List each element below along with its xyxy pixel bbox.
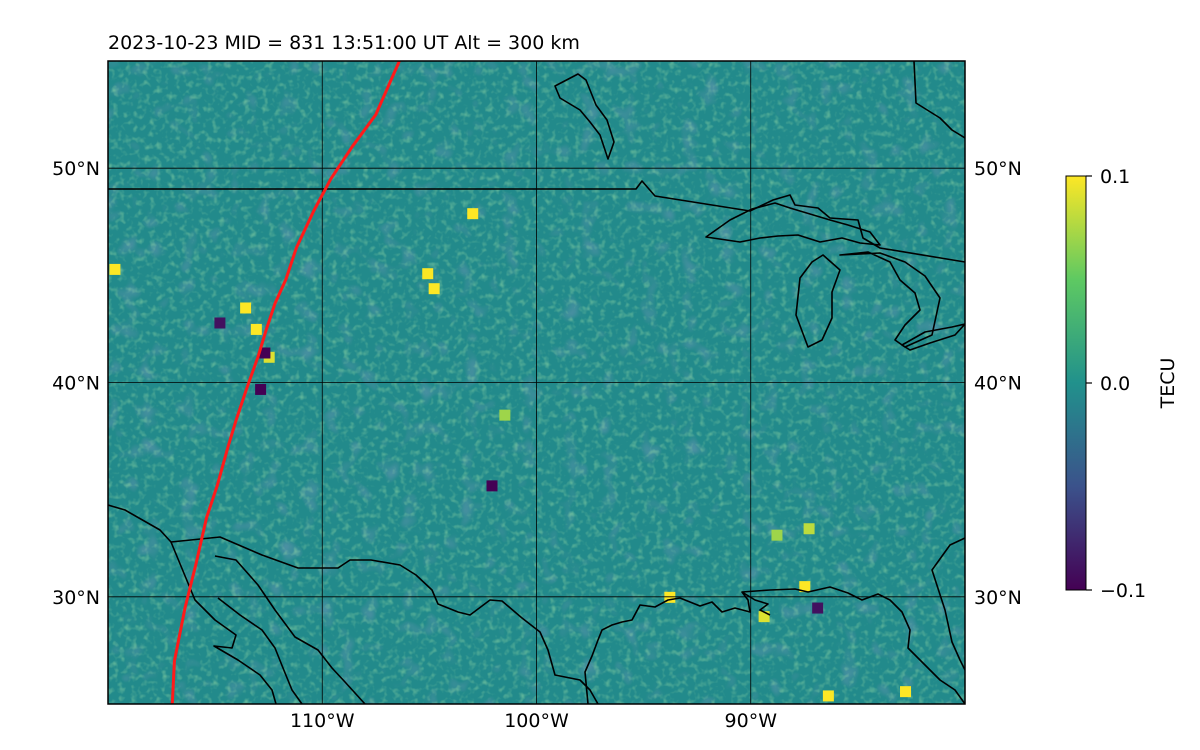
us-canada-border bbox=[108, 180, 965, 263]
tec-hotspot-14 bbox=[758, 611, 770, 623]
latitude-label-right: 30°N bbox=[974, 587, 1022, 609]
florida-coast bbox=[931, 537, 965, 671]
colorbar: 0.1 0.0 −0.1 TECU bbox=[1065, 166, 1179, 602]
tec-hotspot-9 bbox=[486, 480, 498, 492]
latitude-label-right: 40°N bbox=[974, 373, 1022, 395]
latitude-label-left: 30°N bbox=[52, 587, 100, 609]
baja-peninsula bbox=[214, 555, 366, 704]
coastlines-borders bbox=[108, 61, 965, 704]
latitude-labels: 50°N 50°N 40°N 40°N 30°N 30°N bbox=[52, 158, 1022, 609]
map-frame bbox=[107, 60, 966, 705]
mexico-border bbox=[108, 504, 599, 704]
tec-hotspot-19 bbox=[803, 523, 815, 535]
tec-hotspot-16 bbox=[822, 690, 834, 702]
hudson-bay-coast bbox=[913, 61, 965, 139]
baja-gulf-coast bbox=[170, 541, 277, 704]
tec-hotspot-0 bbox=[467, 208, 479, 220]
latitude-label-right: 50°N bbox=[974, 158, 1022, 180]
longitude-label: 110°W bbox=[290, 710, 355, 732]
gulf-coast bbox=[584, 586, 965, 704]
tec-hotspot-1 bbox=[422, 268, 434, 280]
tec-hotspot-3 bbox=[240, 302, 252, 314]
latitude-label-left: 40°N bbox=[52, 373, 100, 395]
tec-hotspot-6 bbox=[255, 383, 267, 395]
tec-hotspot-17 bbox=[499, 409, 511, 421]
lake-erie bbox=[901, 323, 965, 351]
tec-hotspot-8 bbox=[214, 317, 226, 329]
longitude-label: 100°W bbox=[504, 710, 569, 732]
tec-hotspot-4 bbox=[250, 323, 262, 335]
lake-winnipeg bbox=[554, 73, 615, 160]
baja-inner-coast bbox=[217, 597, 303, 704]
tec-hotspots bbox=[109, 208, 912, 702]
colorbar-gradient bbox=[1065, 175, 1087, 591]
lake-michigan bbox=[795, 254, 841, 348]
lake-huron bbox=[839, 251, 941, 348]
tec-map-area bbox=[108, 61, 965, 704]
satellite-track bbox=[170, 61, 401, 704]
colorbar-tick-label: 0.1 bbox=[1100, 166, 1130, 188]
colorbar-tick-label: 0.0 bbox=[1100, 373, 1130, 395]
tec-hotspot-11 bbox=[664, 591, 676, 603]
colorbar-ticks: 0.1 0.0 −0.1 bbox=[1086, 166, 1146, 602]
mississippi-delta bbox=[741, 591, 771, 616]
tec-hotspot-2 bbox=[428, 283, 440, 295]
latitude-label-left: 50°N bbox=[52, 158, 100, 180]
map-title: 2023-10-23 MID = 831 13:51:00 UT Alt = 3… bbox=[108, 32, 580, 54]
tec-hotspot-18 bbox=[771, 529, 783, 541]
colorbar-label: TECU bbox=[1157, 358, 1179, 410]
lake-superior bbox=[705, 202, 881, 246]
tec-hotspot-13 bbox=[812, 602, 824, 614]
gridlines bbox=[108, 61, 965, 704]
tec-hotspot-7 bbox=[259, 347, 271, 359]
tec-hotspot-15 bbox=[900, 686, 912, 698]
tec-hotspot-12 bbox=[799, 581, 811, 593]
tec-hotspot-10 bbox=[109, 263, 121, 275]
longitude-label: 90°W bbox=[725, 710, 778, 732]
longitude-labels: 110°W 100°W 90°W bbox=[290, 710, 777, 732]
colorbar-tick-label: −0.1 bbox=[1100, 580, 1146, 602]
